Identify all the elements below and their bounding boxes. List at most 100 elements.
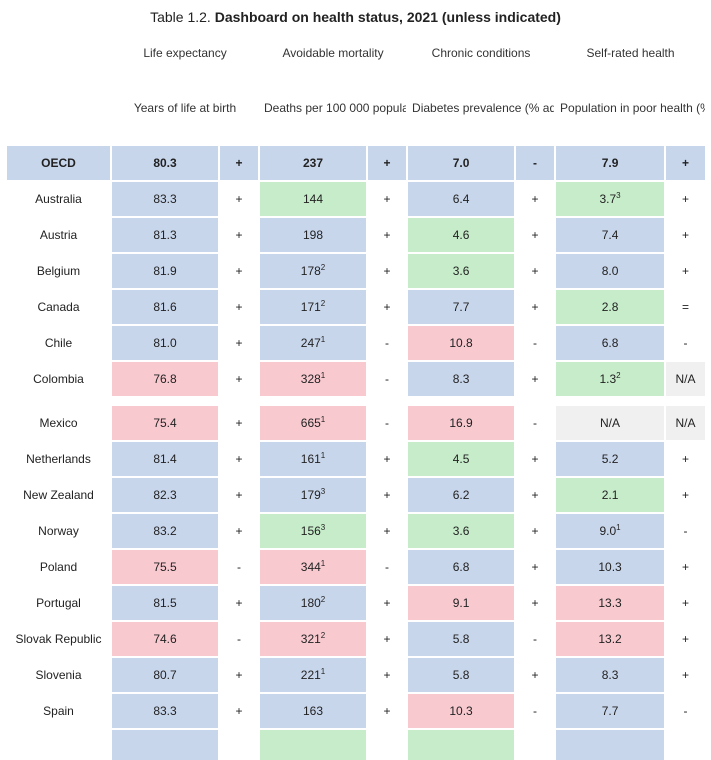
- value-text: 3.6: [452, 524, 470, 538]
- diabetes-prevalence-value: [406, 728, 517, 760]
- diabetes-prevalence-value: 4.5: [406, 440, 517, 478]
- value-text: 2.8: [601, 300, 619, 314]
- value-text: 6.8: [601, 336, 619, 350]
- group-header-chronic-conditions: Chronic conditions: [406, 34, 557, 72]
- value-text: 10.3: [449, 704, 473, 718]
- value-text: 5.8: [452, 668, 470, 682]
- group-header-life-expectancy: Life expectancy: [110, 34, 261, 72]
- avoidable-mortality-trend: [366, 728, 409, 760]
- poor-health-trend: +: [664, 548, 708, 586]
- footnote-marker: 2: [320, 595, 326, 604]
- life-expectancy-trend: +: [217, 288, 261, 326]
- value-text: 8.3: [452, 372, 470, 386]
- avoidable-mortality-trend: +: [366, 476, 409, 514]
- table-row: Portugal 81.5 +1802 +9.1 +13.3 +: [5, 584, 708, 622]
- poor-health-value: 7.9: [554, 144, 667, 182]
- avoidable-mortality-trend: +: [366, 440, 409, 478]
- value-text: 171: [300, 300, 321, 314]
- life-expectancy-value: 81.3: [110, 216, 220, 254]
- value-text: 178: [300, 264, 321, 278]
- diabetes-prevalence-trend: [514, 728, 557, 760]
- value-text: 7.9: [601, 156, 619, 170]
- value-text: 10.3: [598, 560, 622, 574]
- value-text: 13.2: [598, 632, 622, 646]
- gap-cell: [4, 396, 708, 406]
- diabetes-prevalence-value: 5.8: [406, 656, 517, 694]
- poor-health-trend: -: [664, 324, 708, 362]
- poor-health-value: 8.0: [554, 252, 667, 290]
- footnote-marker: 1: [320, 415, 326, 424]
- footnote-marker: 2: [320, 299, 326, 308]
- diabetes-prevalence-value: 16.9: [406, 404, 517, 442]
- avoidable-mortality-value: 198: [258, 216, 369, 254]
- value-text: 13.3: [598, 596, 622, 610]
- value-text: 81.0: [153, 336, 177, 350]
- health-status-table: Life expectancy Avoidable mortality Chro…: [4, 34, 708, 760]
- avoidable-mortality-trend: +: [366, 620, 409, 658]
- group-header-row: Life expectancy Avoidable mortality Chro…: [5, 34, 708, 72]
- poor-health-trend: +: [664, 216, 708, 254]
- avoidable-mortality-trend: +: [366, 584, 409, 622]
- value-text: 82.3: [153, 488, 177, 502]
- value-text: 75.5: [153, 560, 177, 574]
- avoidable-mortality-value: 2471: [258, 324, 369, 362]
- poor-health-trend: +: [664, 144, 708, 182]
- group-header-self-rated-health: Self-rated health: [554, 34, 708, 72]
- diabetes-prevalence-value: 10.3: [406, 692, 517, 730]
- section-gap: [4, 396, 708, 406]
- life-expectancy-trend: +: [217, 360, 261, 398]
- poor-health-value: 5.2: [554, 440, 667, 478]
- sub-header-chronic-conditions: Diabetes prevalence (% adults, age-stand…: [406, 70, 557, 146]
- poor-health-value: 6.8: [554, 324, 667, 362]
- poor-health-value: 7.4: [554, 216, 667, 254]
- life-expectancy-value: 75.5: [110, 548, 220, 586]
- poor-health-value: 9.01: [554, 512, 667, 550]
- table-title-main: Dashboard on health status, 2021 (unless…: [214, 9, 561, 25]
- diabetes-prevalence-value: 10.8: [406, 324, 517, 362]
- poor-health-trend: =: [664, 288, 708, 326]
- diabetes-prevalence-trend: +: [514, 512, 557, 550]
- header-corner-lower: [5, 70, 112, 146]
- diabetes-prevalence-trend: -: [514, 404, 557, 442]
- avoidable-mortality-value: 1563: [258, 512, 369, 550]
- value-text: 83.3: [153, 704, 177, 718]
- footnote-marker: 1: [320, 451, 326, 460]
- table-row: New Zealand 82.3 +1793 +6.2 +2.1 +: [5, 476, 708, 514]
- life-expectancy-trend: -: [217, 548, 261, 586]
- diabetes-prevalence-trend: -: [514, 144, 557, 182]
- value-text: 74.6: [153, 632, 177, 646]
- avoidable-mortality-trend: +: [366, 216, 409, 254]
- value-text: 76.8: [153, 372, 177, 386]
- country-name: Australia: [5, 180, 112, 218]
- life-expectancy-trend: +: [217, 584, 261, 622]
- value-text: 8.0: [601, 264, 619, 278]
- diabetes-prevalence-value: 6.2: [406, 476, 517, 514]
- life-expectancy-value: 74.6: [110, 620, 220, 658]
- value-text: 247: [300, 336, 321, 350]
- avoidable-mortality-value: 1802: [258, 584, 369, 622]
- value-text: 81.3: [153, 228, 177, 242]
- life-expectancy-value: 81.6: [110, 288, 220, 326]
- avoidable-mortality-value: 144: [258, 180, 369, 218]
- table-row: Belgium 81.9 +1782 +3.6 +8.0 +: [5, 252, 708, 290]
- country-name: Slovenia: [5, 656, 112, 694]
- table-row: [5, 728, 708, 760]
- life-expectancy-trend: +: [217, 512, 261, 550]
- value-text: 9.0: [599, 524, 617, 538]
- footnote-marker: 1: [320, 371, 326, 380]
- poor-health-value: 13.3: [554, 584, 667, 622]
- diabetes-prevalence-trend: -: [514, 692, 557, 730]
- life-expectancy-value: 76.8: [110, 360, 220, 398]
- value-text: 7.7: [601, 704, 619, 718]
- avoidable-mortality-value: 6651: [258, 404, 369, 442]
- diabetes-prevalence-value: 7.0: [406, 144, 517, 182]
- table-row: Mexico 75.4 +6651-16.9- N/A N/A: [5, 404, 708, 442]
- footnote-marker: 2: [320, 631, 326, 640]
- table-row: Norway 83.2 +1563 +3.6 +9.01-: [5, 512, 708, 550]
- life-expectancy-value: 83.3: [110, 692, 220, 730]
- value-text: 1.3: [599, 372, 617, 386]
- life-expectancy-value: 81.4: [110, 440, 220, 478]
- diabetes-prevalence-trend: +: [514, 360, 557, 398]
- poor-health-value: 2.8: [554, 288, 667, 326]
- country-name: Belgium: [5, 252, 112, 290]
